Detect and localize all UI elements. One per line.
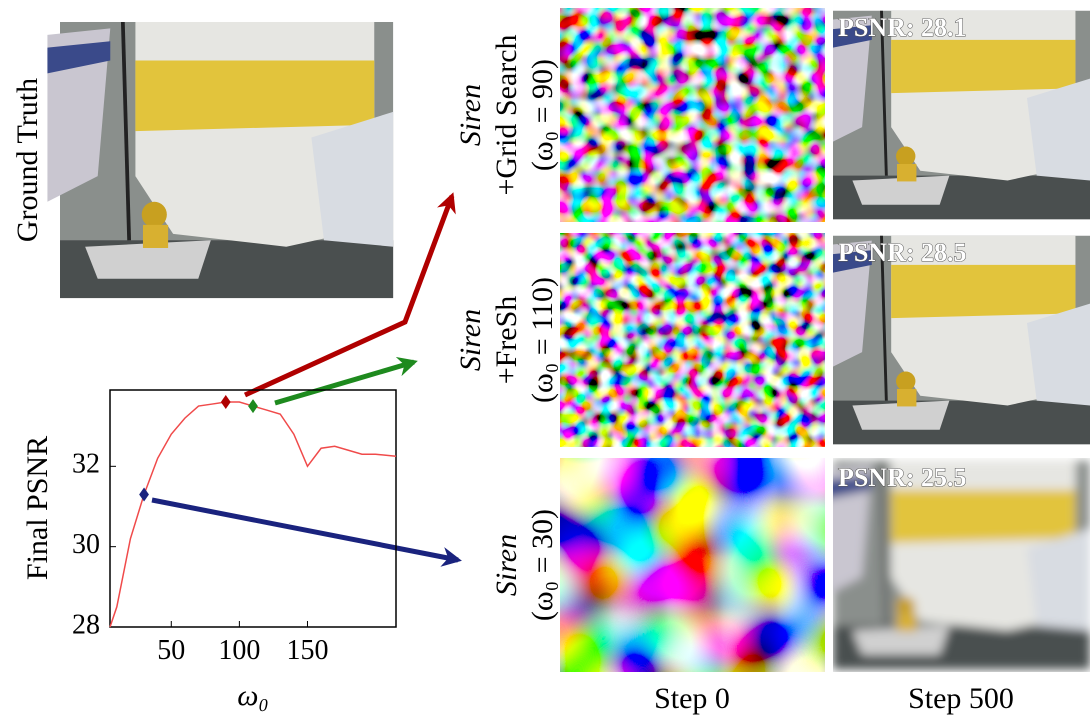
x-tick-label: 150	[286, 635, 328, 666]
arrow	[275, 362, 414, 403]
step0-image	[560, 233, 825, 447]
row-label: Siren	[454, 309, 487, 371]
y-tick-label: 28	[72, 609, 100, 640]
column-label: Step 0	[654, 682, 730, 715]
row-label: Siren	[454, 84, 487, 146]
psnr-label: PSNR: 25.5	[838, 463, 967, 492]
x-tick-label: 100	[218, 635, 260, 666]
row-label: +Grid Search	[490, 34, 523, 195]
line	[110, 402, 396, 627]
step0-image	[560, 8, 825, 222]
psnr-label: PSNR: 28.1	[838, 13, 967, 42]
figure: Ground Truth 28 30 32 50 100 150 Final PSNR ω₀ S…	[0, 0, 1090, 722]
x-axis-label: ω₀	[237, 679, 269, 712]
row-label: +FreSh	[490, 296, 523, 385]
step500-image	[823, 236, 1090, 445]
ground-truth-image	[47, 22, 393, 298]
arrow	[152, 500, 458, 560]
highlight-marker	[248, 399, 258, 413]
row-label: Siren	[490, 534, 523, 596]
step500-image	[823, 11, 1090, 220]
ground-truth-label: Ground Truth	[11, 78, 44, 242]
column-label: Step 500	[908, 682, 1014, 715]
row-label: (ω₀ = 30)	[526, 509, 559, 621]
x-tick-label: 50	[157, 635, 185, 666]
psnr-label: PSNR: 28.5	[838, 238, 967, 267]
step0-image	[560, 458, 825, 672]
y-axis-label: Final PSNR	[21, 436, 54, 580]
plot-frame	[110, 390, 396, 627]
y-tick-label: 30	[72, 529, 100, 560]
y-tick-label: 32	[72, 449, 100, 480]
row-label: (ω₀ = 90)	[526, 59, 559, 171]
row-label: (ω₀ = 110)	[526, 277, 559, 403]
highlight-marker	[139, 487, 149, 501]
step500-image	[823, 461, 1090, 670]
highlight-marker	[221, 395, 231, 409]
